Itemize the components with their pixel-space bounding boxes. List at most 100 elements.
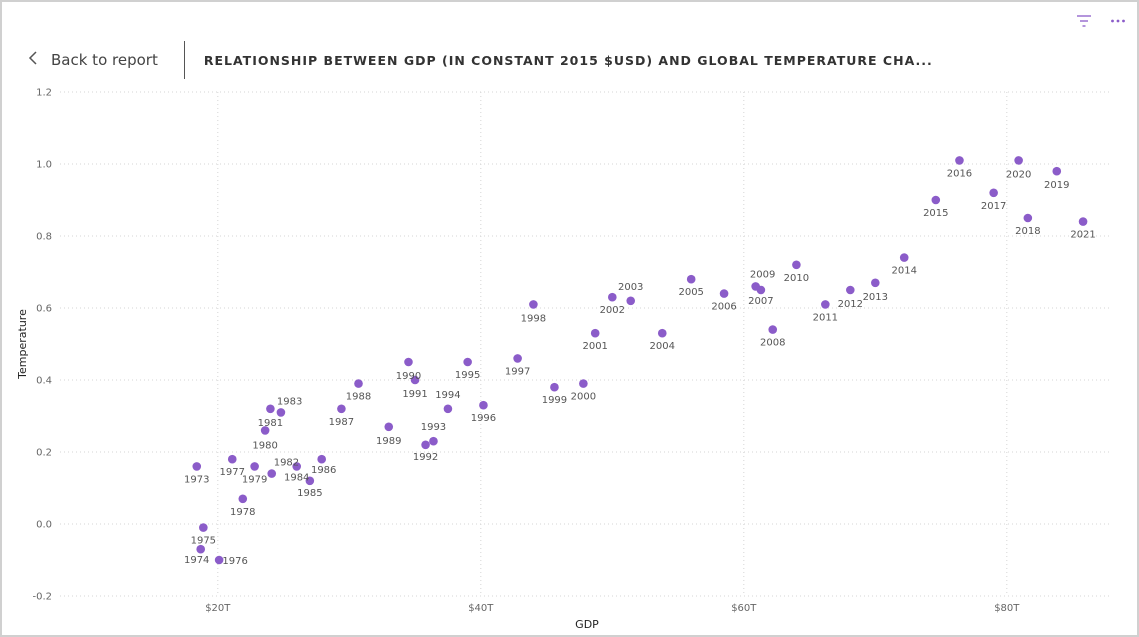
y-tick-label: 0.0 [36, 520, 52, 531]
data-point[interactable] [337, 404, 346, 414]
data-label: 1996 [471, 413, 496, 424]
data-point[interactable] [989, 188, 998, 198]
data-label: 1986 [311, 465, 336, 476]
data-point[interactable] [1052, 166, 1062, 176]
data-label: 2017 [981, 201, 1006, 212]
data-point[interactable] [463, 357, 472, 367]
data-point[interactable] [792, 260, 801, 270]
data-label: 2012 [838, 299, 863, 310]
data-point[interactable] [192, 462, 202, 471]
data-point[interactable] [305, 476, 315, 486]
data-point[interactable] [768, 325, 778, 334]
data-point[interactable] [608, 292, 617, 302]
data-label: 1993 [421, 422, 446, 433]
data-label: 2003 [618, 282, 643, 293]
data-label: 1991 [402, 389, 427, 400]
data-point[interactable] [250, 462, 259, 471]
data-labels: 1973 1974 1975 1976 1977 1978 1979 1980 1981 1982… [184, 168, 1096, 567]
data-point[interactable] [579, 379, 588, 388]
data-point[interactable] [529, 300, 538, 309]
data-point[interactable] [227, 454, 237, 464]
x-tick-label: $80T [994, 603, 1020, 614]
data-label: 2000 [571, 392, 596, 403]
data-point[interactable] [955, 156, 964, 165]
data-label: 1985 [297, 488, 322, 499]
data-point[interactable] [846, 285, 855, 295]
data-point[interactable] [354, 379, 363, 388]
more-options-icon[interactable] [1109, 12, 1127, 30]
data-point[interactable] [429, 436, 438, 446]
data-point[interactable] [410, 375, 420, 385]
data-label: 1994 [435, 390, 460, 401]
visual-header: Back to report RELATIONSHIP BETWEEN GDP … [27, 40, 933, 80]
data-point[interactable] [238, 494, 248, 504]
data-label: 2019 [1044, 180, 1069, 191]
data-point[interactable] [550, 382, 559, 392]
data-label: 1983 [277, 396, 302, 407]
data-point[interactable] [196, 544, 206, 554]
back-label: Back to report [51, 51, 158, 69]
header-divider [183, 41, 185, 79]
data-point[interactable] [292, 462, 302, 471]
data-label: 1977 [220, 467, 245, 478]
data-point[interactable] [719, 289, 729, 298]
data-point[interactable] [199, 523, 208, 532]
data-label: 2021 [1070, 230, 1095, 241]
data-label: 1990 [396, 371, 421, 382]
data-label: 2004 [650, 341, 675, 352]
x-tick-label: $40T [468, 603, 494, 614]
data-label: 1995 [455, 370, 480, 381]
data-label: 1984 [284, 472, 309, 483]
data-label: 1999 [542, 395, 567, 406]
back-to-report-button[interactable]: Back to report [27, 50, 158, 70]
data-point[interactable] [821, 300, 830, 309]
data-label: 2008 [760, 338, 785, 349]
data-point[interactable] [899, 253, 909, 262]
chevron-left-icon [27, 50, 39, 70]
data-label: 2007 [748, 296, 773, 307]
data-point[interactable] [260, 426, 270, 435]
data-point[interactable] [266, 404, 275, 414]
data-label: 1997 [505, 366, 530, 377]
data-point[interactable] [214, 555, 224, 565]
data-point[interactable] [657, 328, 667, 338]
data-point[interactable] [1023, 213, 1033, 223]
y-tick-label: 0.4 [36, 376, 52, 387]
data-point[interactable] [421, 440, 430, 450]
data-point[interactable] [871, 278, 880, 288]
data-label: 2014 [892, 266, 917, 277]
data-point[interactable] [1078, 217, 1088, 226]
data-label: 2013 [863, 292, 888, 303]
gridlines [60, 91, 1112, 597]
data-point[interactable] [479, 400, 488, 410]
data-point[interactable] [404, 357, 413, 367]
data-label: 1981 [258, 418, 283, 429]
data-point[interactable] [590, 328, 600, 338]
data-label: 1992 [413, 452, 438, 463]
data-point[interactable] [317, 454, 326, 464]
data-label: 1975 [191, 536, 216, 547]
data-label: 1976 [222, 556, 247, 567]
y-tick-label: 1.2 [36, 88, 52, 99]
data-point[interactable] [1014, 156, 1023, 165]
data-label: 2002 [600, 305, 625, 316]
data-label: 1989 [376, 436, 401, 447]
data-point[interactable] [384, 422, 394, 432]
data-label: 2010 [784, 273, 809, 284]
data-point[interactable] [626, 296, 636, 306]
data-point[interactable] [443, 404, 453, 414]
data-label: 2011 [813, 312, 838, 323]
data-label: 1988 [346, 392, 371, 403]
data-point[interactable] [751, 282, 760, 291]
data-point[interactable] [931, 195, 941, 205]
data-label: 2018 [1015, 226, 1040, 237]
data-points [192, 156, 1088, 565]
chart-title: RELATIONSHIP BETWEEN GDP (IN CONSTANT 20… [203, 52, 933, 68]
filter-icon[interactable] [1075, 12, 1093, 30]
data-point[interactable] [686, 274, 696, 284]
data-point[interactable] [513, 354, 522, 363]
data-label: 1982 [274, 458, 299, 469]
data-point[interactable] [267, 469, 277, 478]
data-point[interactable] [276, 408, 286, 417]
